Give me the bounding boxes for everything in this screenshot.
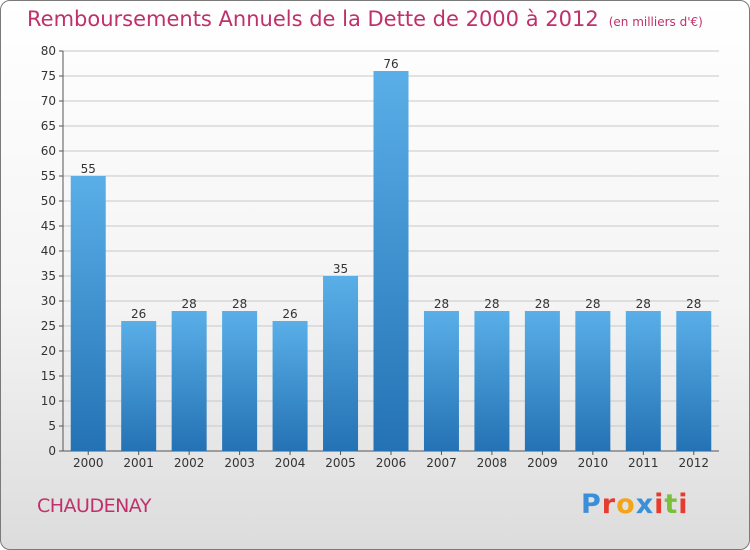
bar-2006 — [373, 71, 409, 451]
data-label-2010: 28 — [585, 297, 600, 311]
logo-letter: o — [616, 489, 636, 520]
bar-2008 — [474, 311, 510, 451]
data-label-2002: 28 — [182, 297, 197, 311]
y-tick-label: 25 — [41, 319, 56, 333]
bars — [70, 71, 712, 451]
x-tick-label-2007: 2007 — [426, 456, 457, 470]
x-tick-label-2005: 2005 — [325, 456, 356, 470]
y-tick-label: 30 — [41, 294, 56, 308]
y-tick-label: 75 — [41, 69, 56, 83]
logo-letter: x — [635, 489, 655, 520]
x-tick-label-2006: 2006 — [376, 456, 407, 470]
y-tick-label: 10 — [41, 394, 56, 408]
data-label-2008: 28 — [484, 297, 499, 311]
x-tick-label-2008: 2008 — [477, 456, 508, 470]
bar-2000 — [70, 176, 106, 451]
x-tick-label-2002: 2002 — [174, 456, 205, 470]
x-tick-label-2009: 2009 — [527, 456, 558, 470]
x-tick-label-2010: 2010 — [578, 456, 609, 470]
data-label-2004: 26 — [282, 307, 297, 321]
bar-2011 — [625, 311, 661, 451]
data-label-2005: 35 — [333, 262, 348, 276]
bar-2001 — [121, 321, 157, 451]
logo-letter: i — [678, 489, 689, 520]
bar-2003 — [222, 311, 258, 451]
y-tick-label: 55 — [41, 169, 56, 183]
data-label-2011: 28 — [636, 297, 651, 311]
y-tick-label: 20 — [41, 344, 56, 358]
x-tick-label-2011: 2011 — [628, 456, 659, 470]
y-tick-label: 15 — [41, 369, 56, 383]
y-tick-label: 0 — [48, 444, 56, 458]
data-label-2001: 26 — [131, 307, 146, 321]
y-tick-label: 40 — [41, 244, 56, 258]
logo-letter: i — [654, 489, 665, 520]
bar-2005 — [323, 276, 359, 451]
proxiti-logo: Proxiti — [581, 489, 689, 520]
bar-2009 — [524, 311, 560, 451]
data-label-2009: 28 — [535, 297, 550, 311]
x-tick-label-2012: 2012 — [678, 456, 709, 470]
chart-unit: (en milliers d'€) — [608, 15, 703, 29]
place-name: CHAUDENAY — [37, 495, 151, 517]
y-tick-label: 80 — [41, 44, 56, 58]
bar-2010 — [575, 311, 611, 451]
data-label-2012: 28 — [686, 297, 701, 311]
data-label-2006: 76 — [383, 57, 398, 71]
bar-2004 — [272, 321, 308, 451]
bar-2012 — [676, 311, 712, 451]
labels: 0 5 10 15 20 25 30 35 40 45 50 55 60 65 70 75 80 55 2000 26… — [41, 44, 709, 470]
data-label-2003: 28 — [232, 297, 247, 311]
bar-2007 — [423, 311, 459, 451]
y-tick-label: 60 — [41, 144, 56, 158]
logo-letter: t — [664, 489, 679, 520]
chart-title: Remboursements Annuels de la Dette de 20… — [27, 7, 703, 31]
y-tick-label: 65 — [41, 119, 56, 133]
y-tick-label: 5 — [48, 419, 56, 433]
y-tick-label: 70 — [41, 94, 56, 108]
logo-letter: r — [601, 489, 617, 520]
x-tick-label-2000: 2000 — [73, 456, 104, 470]
x-tick-label-2001: 2001 — [123, 456, 154, 470]
x-tick-label-2004: 2004 — [275, 456, 306, 470]
chart-title-text: Remboursements Annuels de la Dette de 20… — [27, 7, 599, 31]
y-tick-label: 45 — [41, 219, 56, 233]
x-tick-label-2003: 2003 — [224, 456, 255, 470]
y-tick-label: 35 — [41, 269, 56, 283]
data-label-2007: 28 — [434, 297, 449, 311]
logo-letter: P — [581, 489, 602, 520]
bar-2002 — [171, 311, 207, 451]
data-label-2000: 55 — [81, 162, 96, 176]
y-tick-label: 50 — [41, 194, 56, 208]
